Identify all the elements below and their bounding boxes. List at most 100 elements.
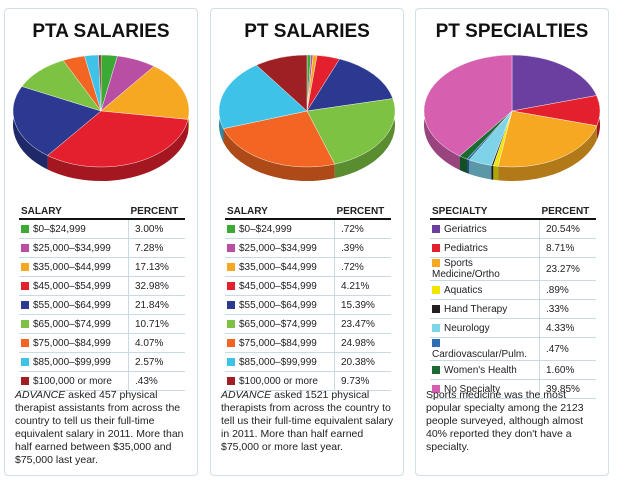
category-label: $0–$24,999 (33, 223, 86, 235)
category-cell: $65,000–$74,999 (19, 314, 129, 334)
pie-chart (218, 54, 396, 181)
category-label: $65,000–$74,999 (33, 318, 111, 330)
category-label: $65,000–$74,999 (239, 318, 317, 330)
legend-swatch (227, 319, 235, 328)
legend-swatch (227, 376, 235, 385)
category-label: $55,000–$64,999 (239, 299, 317, 311)
chart-title: PT SALARIES (244, 21, 370, 42)
pie-slice-side (334, 98, 395, 179)
category-cell: Sports Medicine/Ortho (430, 257, 540, 281)
legend-swatch (227, 281, 235, 290)
pie-chart (12, 54, 190, 181)
category-label: Geriatrics (444, 223, 487, 235)
percent-cell: 21.84% (128, 295, 185, 315)
percent-cell: 8.71% (539, 238, 596, 258)
pie-tops (218, 54, 396, 168)
caption: ADVANCE asked 1521 physical therapists f… (221, 389, 395, 454)
legend-swatch (21, 243, 29, 252)
percent-cell: 2.57% (128, 352, 185, 372)
pie-chart (423, 54, 601, 182)
table-row: $45,000–$54,999 4.21% (225, 276, 391, 296)
category-cell: Cardiovascular/Pulm. (430, 337, 540, 361)
pie-slice (98, 54, 102, 112)
table-row: $75,000–$84,999 24.98% (225, 333, 391, 353)
table-row: $55,000–$64,999 21.84% (19, 295, 185, 315)
category-label: $100,000 or more (239, 375, 318, 387)
category-label: $35,000–$44,999 (33, 261, 111, 273)
table-row: Hand Therapy .33% (430, 299, 596, 319)
category-label: $25,000–$34,999 (33, 242, 111, 254)
table-row: $0–$24,999 .72% (225, 219, 391, 239)
category-label: $55,000–$64,999 (33, 299, 111, 311)
caption-text: asked 457 physical therapist assistants … (15, 389, 184, 466)
category-cell: $35,000–$44,999 (225, 257, 335, 277)
category-label: $25,000–$34,999 (239, 242, 317, 254)
pie-slice (100, 66, 190, 120)
category-label: Women's Health (444, 364, 517, 376)
percent-cell: 4.33% (539, 318, 596, 338)
table-row: $65,000–$74,999 23.47% (225, 314, 391, 334)
table-row: $0–$24,999 3.00% (19, 219, 185, 239)
legend-swatch (21, 281, 29, 290)
legend-swatch (21, 262, 29, 271)
category-cell: $45,000–$54,999 (225, 276, 335, 296)
legend-swatch (227, 262, 235, 271)
legend-swatch (432, 285, 440, 294)
percent-cell: .47% (539, 337, 596, 361)
percent-cell: 17.13% (128, 257, 185, 277)
table-row: Sports Medicine/Ortho 23.27% (430, 257, 596, 281)
legend-swatch (227, 224, 235, 233)
category-cell: $100,000 or more (19, 371, 129, 391)
data-table: SALARY PERCENT $0–$24,999.72% $25,000–$34,9… (225, 205, 391, 391)
pie-slice (218, 64, 308, 129)
category-label: Hand Therapy (444, 303, 508, 315)
category-cell: $0–$24,999 (19, 219, 129, 239)
percent-cell: 4.07% (128, 333, 185, 353)
percent-cell: 20.54% (539, 219, 596, 239)
category-label: $85,000–$99,999 (239, 356, 317, 368)
data-table: SALARY PERCENT $0–$24,999 3.00% $25,000–$34,… (19, 205, 185, 391)
table-row: $85,000–$99,999 2.57% (19, 352, 185, 372)
table-row: $35,000–$44,999 17.13% (19, 257, 185, 277)
caption-lead: ADVANCE (221, 389, 272, 401)
category-label: $35,000–$44,999 (239, 261, 317, 273)
data-table: SPECIALTY PERCENT Geriatrics 20.54% Pediatri… (430, 205, 596, 399)
category-cell: $65,000–$74,999 (225, 314, 335, 334)
category-label: $0–$24,999 (239, 223, 292, 235)
category-cell: $55,000–$64,999 (225, 295, 335, 315)
legend-swatch (432, 224, 440, 233)
legend-swatch (227, 338, 235, 347)
caption: Sports medicine was the most popular spe… (426, 389, 600, 454)
category-cell: Women's Health (430, 360, 540, 380)
column-header: SALARY (225, 205, 335, 220)
table-header: SPECIALTY PERCENT (430, 205, 596, 220)
legend-swatch (227, 357, 235, 366)
category-cell: Aquatics (430, 280, 540, 300)
percent-cell: 7.28% (128, 238, 185, 258)
legend-swatch (21, 376, 29, 385)
legend-swatch (227, 243, 235, 252)
pie-slice (47, 110, 189, 168)
category-label: Aquatics (444, 284, 483, 296)
pie-slice (497, 110, 598, 168)
table-row: $85,000–$99,999 20.38% (225, 352, 391, 372)
pie-slice (306, 58, 394, 112)
table-row: Geriatrics 20.54% (430, 219, 596, 239)
legend-swatch (432, 259, 440, 267)
pie-slice-side (12, 86, 48, 170)
percent-cell: .72% (334, 219, 391, 239)
table-row: Women's Health 1.60% (430, 360, 596, 380)
pie-slice-side (459, 156, 467, 174)
percent-cell: .43% (128, 371, 185, 391)
table-header: SALARY PERCENT (19, 205, 185, 220)
legend-swatch (21, 338, 29, 347)
table-row: $25,000–$34,999 .39% (225, 238, 391, 258)
legend-swatch (432, 323, 440, 332)
category-cell: $100,000 or more (225, 371, 335, 391)
column-header: PERCENT (539, 205, 596, 220)
category-label: $85,000–$99,999 (33, 356, 111, 368)
legend-swatch (21, 300, 29, 309)
percent-cell: 23.27% (539, 257, 596, 281)
chart-title: PT SPECIALTIES (435, 21, 589, 42)
